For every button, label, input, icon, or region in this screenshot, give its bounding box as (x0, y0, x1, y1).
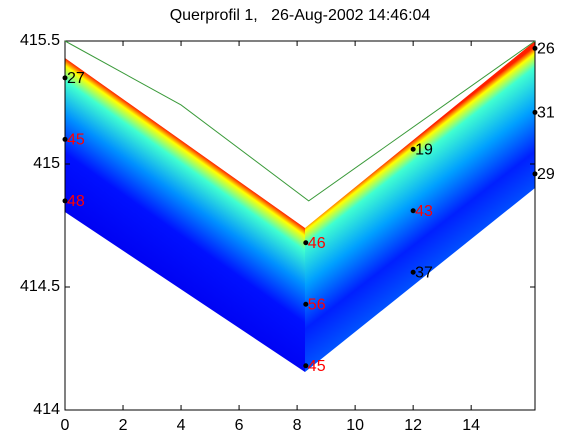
y-tick-label: 415 (33, 155, 60, 172)
point-label: 26 (537, 41, 555, 58)
measure-point (410, 208, 416, 214)
measure-point (410, 269, 416, 275)
chart-title: Querprofil 1, 26-Aug-2002 14:46:04 (170, 7, 431, 24)
x-tick-label: 12 (404, 417, 422, 434)
measure-point (62, 198, 68, 204)
point-label: 43 (415, 203, 433, 220)
x-tick-label: 2 (119, 417, 128, 434)
x-tick-label: 14 (462, 417, 480, 434)
y-tick-label: 414.5 (20, 278, 60, 295)
measure-point (410, 146, 416, 152)
measure-point (303, 301, 309, 307)
point-label: 27 (67, 70, 85, 87)
measure-point (62, 75, 68, 81)
point-label: 48 (67, 193, 85, 210)
x-tick-label: 6 (235, 417, 244, 434)
measure-point (532, 109, 538, 115)
point-label: 46 (308, 235, 326, 252)
point-label: 37 (415, 264, 433, 281)
x-tick-label: 4 (177, 417, 186, 434)
point-label: 56 (308, 296, 326, 313)
x-tick-label: 0 (61, 417, 70, 434)
point-label: 31 (537, 105, 555, 122)
y-tick-label: 415.5 (20, 32, 60, 49)
measure-point (532, 45, 538, 51)
point-label: 19 (415, 141, 433, 158)
y-tick-label: 414 (33, 401, 60, 418)
measure-point (532, 171, 538, 177)
measure-point (303, 240, 309, 246)
surface-line (64, 40, 536, 202)
point-label: 45 (67, 132, 85, 149)
velocity-field-left (65, 58, 305, 372)
point-label: 29 (537, 166, 555, 183)
measure-point (303, 363, 309, 369)
axes-box (64, 40, 536, 411)
velocity-field-right (305, 41, 535, 372)
x-tick-label: 8 (293, 417, 302, 434)
measure-point (62, 136, 68, 142)
point-label: 45 (308, 358, 326, 375)
x-tick-label: 10 (346, 417, 364, 434)
